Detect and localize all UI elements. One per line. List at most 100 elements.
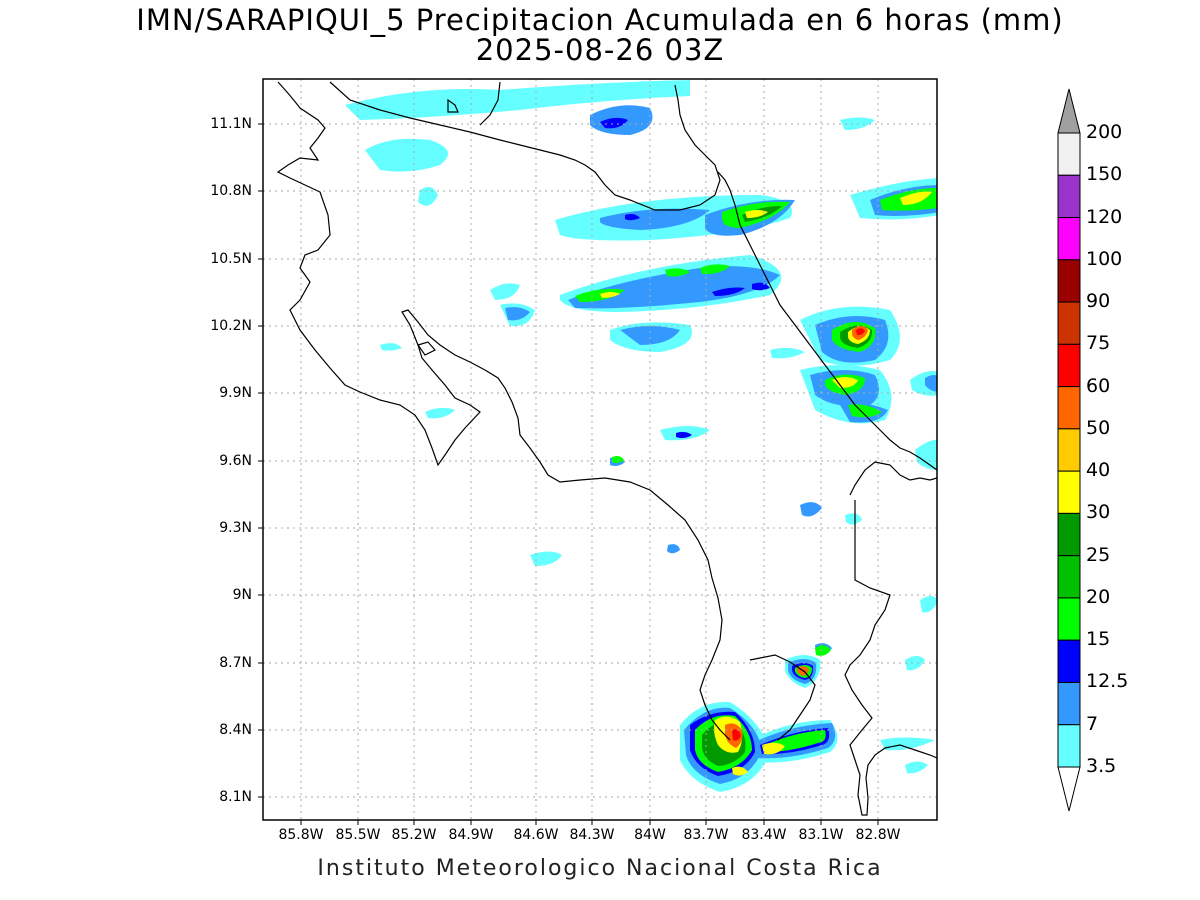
axis-ticks bbox=[258, 123, 879, 825]
precip-area bbox=[920, 596, 937, 613]
precip-area bbox=[530, 551, 562, 566]
colorbar-label: 25 bbox=[1086, 543, 1111, 566]
precip-field bbox=[345, 80, 937, 792]
colorbar-label: 120 bbox=[1086, 205, 1123, 228]
colorbar-over-triangle bbox=[1057, 88, 1081, 134]
lat-label: 9N bbox=[232, 587, 252, 603]
precip-area bbox=[612, 456, 624, 464]
lat-label: 9.6N bbox=[219, 453, 252, 469]
colorbar-label: 7 bbox=[1086, 712, 1099, 735]
colorbar-swatch bbox=[1057, 174, 1081, 219]
precip-area bbox=[365, 138, 448, 172]
lake-shore bbox=[479, 81, 501, 126]
precip-area bbox=[752, 282, 770, 291]
colorbar-swatch bbox=[1057, 386, 1081, 430]
precip-area bbox=[845, 513, 862, 525]
precip-area bbox=[600, 208, 710, 230]
precip-area bbox=[600, 117, 628, 129]
island-outline bbox=[417, 341, 436, 356]
precip-area bbox=[490, 283, 520, 300]
precip-area bbox=[380, 343, 402, 351]
precip-area bbox=[425, 407, 455, 419]
colorbar-swatch bbox=[1057, 512, 1081, 557]
precip-area bbox=[732, 729, 741, 741]
precip-area bbox=[732, 766, 748, 776]
precip-area bbox=[762, 742, 785, 755]
coast-segment bbox=[711, 719, 731, 741]
colorbar-swatch bbox=[1057, 597, 1081, 641]
colorbar-swatch bbox=[1057, 639, 1081, 683]
precip-area bbox=[800, 502, 822, 517]
precip-area bbox=[880, 737, 935, 751]
colorbar-swatch bbox=[1057, 555, 1081, 599]
precip-area bbox=[505, 307, 530, 321]
colorbar-label: 15 bbox=[1086, 628, 1111, 651]
precip-area bbox=[925, 375, 937, 392]
precip-area bbox=[915, 439, 937, 470]
colorbar-swatch bbox=[1057, 132, 1081, 176]
lon-label: 84.3W bbox=[569, 827, 615, 843]
panama-border bbox=[844, 500, 937, 816]
lat-label: 10.2N bbox=[210, 318, 252, 334]
colorbar bbox=[1057, 88, 1081, 812]
colorbar-label: 100 bbox=[1086, 247, 1123, 270]
colorbar-label: 90 bbox=[1086, 290, 1111, 313]
lon-label: 85.5W bbox=[335, 827, 381, 843]
colorbar-swatch bbox=[1057, 301, 1081, 345]
precip-area bbox=[905, 656, 925, 671]
lat-label: 10.8N bbox=[210, 183, 252, 199]
coastline bbox=[276, 81, 937, 816]
nicaragua-border bbox=[329, 81, 721, 211]
precip-area bbox=[745, 210, 768, 218]
panama-coastline bbox=[849, 461, 937, 496]
colorbar-label: 3.5 bbox=[1086, 755, 1117, 777]
lat-label: 9.9N bbox=[219, 385, 252, 401]
lat-label: 8.7N bbox=[219, 655, 252, 671]
lat-label: 8.4N bbox=[219, 722, 252, 738]
colorbar-label: 75 bbox=[1086, 332, 1111, 355]
osa-peninsula-coast bbox=[749, 654, 816, 741]
map-title: IMN/SARAPIQUI_5 Precipitacion Acumulada … bbox=[136, 3, 1064, 37]
precip-area bbox=[905, 761, 928, 774]
precip-area bbox=[600, 292, 620, 298]
precip-area bbox=[815, 645, 831, 656]
pacific-coastline bbox=[276, 81, 723, 721]
precip-area bbox=[625, 214, 640, 221]
colorbar-label: 20 bbox=[1086, 585, 1111, 608]
lon-label: 84.6W bbox=[513, 827, 559, 843]
lon-label: 85.2W bbox=[391, 827, 437, 843]
colorbar-label: 12.5 bbox=[1086, 670, 1129, 693]
precip-area bbox=[900, 191, 932, 205]
precip-area bbox=[856, 328, 865, 336]
colorbar-swatch bbox=[1057, 428, 1081, 472]
precip-area bbox=[700, 264, 730, 275]
lat-label: 8.1N bbox=[219, 789, 252, 805]
lat-label: 10.5N bbox=[210, 251, 252, 267]
precip-area bbox=[848, 404, 882, 418]
precip-area bbox=[620, 326, 680, 345]
colorbar-label: 150 bbox=[1086, 163, 1123, 186]
precip-area bbox=[568, 266, 780, 309]
colorbar-swatch bbox=[1057, 217, 1081, 261]
colorbar-label: 60 bbox=[1086, 374, 1111, 397]
map-subtitle-date: 2025-08-26 03Z bbox=[475, 33, 725, 67]
colorbar-under-triangle bbox=[1057, 766, 1081, 812]
lon-label: 83.4W bbox=[741, 827, 787, 843]
lon-label: 84W bbox=[634, 827, 666, 843]
graticule bbox=[263, 79, 937, 820]
lon-label: 83.7W bbox=[683, 827, 729, 843]
lon-label: 85.8W bbox=[278, 827, 324, 843]
colorbar-swatch bbox=[1057, 343, 1081, 388]
colorbar-label: 40 bbox=[1086, 459, 1111, 482]
island-outline bbox=[447, 98, 459, 113]
colorbar-swatch bbox=[1057, 259, 1081, 303]
precip-area bbox=[665, 268, 690, 277]
precip-area bbox=[418, 186, 438, 206]
precip-area bbox=[712, 287, 745, 296]
precip-area bbox=[667, 544, 680, 554]
lat-label: 9.3N bbox=[219, 520, 252, 536]
precip-area bbox=[770, 347, 805, 359]
lon-label: 83.1W bbox=[798, 827, 844, 843]
lon-label: 82.8W bbox=[855, 827, 901, 843]
